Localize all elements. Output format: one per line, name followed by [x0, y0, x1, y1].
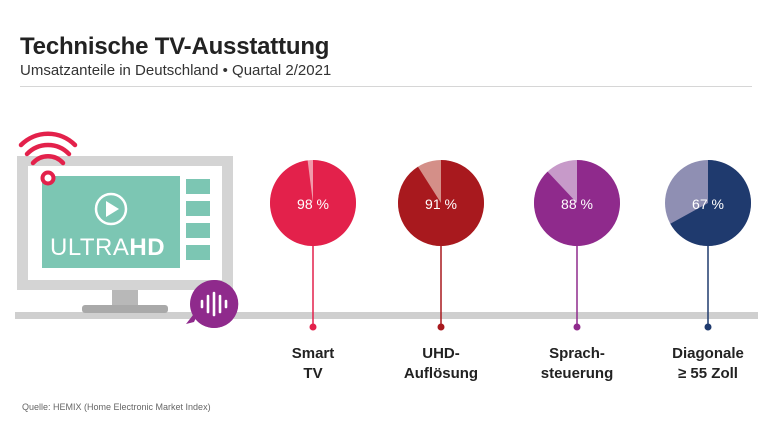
wifi-icon — [18, 131, 78, 186]
baseline-bar — [15, 312, 758, 319]
pie-group: 98 % 91 % 88 % 67 % — [270, 160, 751, 331]
pie-value-label: 98 % — [297, 196, 329, 212]
tv-logo-ultra: ULTRA — [50, 234, 129, 261]
category-label-line: Smart — [291, 345, 335, 362]
pie-value-label: 88 % — [561, 196, 593, 212]
category-label-line: Auflösung — [403, 365, 479, 382]
tv-screen — [42, 176, 180, 268]
pie-slice — [534, 160, 621, 246]
pie-slice — [270, 160, 356, 246]
tv-app-tile — [186, 223, 210, 238]
category-label-line: steuerung — [540, 365, 614, 382]
voice-assistant-icon — [186, 279, 239, 328]
pie-slice — [397, 160, 484, 246]
svg-text:ULTRAHD: ULTRAHD — [50, 234, 165, 261]
category-label-line: UHD- — [422, 345, 460, 362]
category-label-smart-tv: Smart TV — [248, 344, 378, 384]
pie-value-label: 67 % — [692, 196, 724, 212]
category-label-diagonale: Diagonale ≥ 55 Zoll — [643, 344, 770, 384]
header-divider — [20, 86, 752, 87]
tv-logo-hd: HD — [129, 234, 165, 261]
connector-dot — [704, 323, 712, 331]
pie-slice — [670, 160, 751, 246]
source-note: Quelle: HEMIX (Home Electronic Market In… — [22, 402, 211, 412]
pie-value-label: 91 % — [425, 196, 457, 212]
tv-app-tile — [186, 179, 210, 194]
play-icon — [94, 192, 128, 226]
connector-dot — [309, 323, 317, 331]
connector-dot — [437, 323, 445, 331]
chart-title: Technische TV-Ausstattung — [20, 33, 330, 60]
chart-subtitle: Umsatzanteile in Deutschland • Quartal 2… — [20, 62, 332, 79]
category-label-line: Sprach- — [549, 345, 605, 362]
connector-dot — [573, 323, 581, 331]
category-label-sprachsteuerung: Sprach- steuerung — [512, 344, 642, 384]
tv-app-tile — [186, 201, 210, 216]
category-label-line: TV — [303, 365, 323, 382]
tv-app-tile — [186, 245, 210, 260]
category-label-line: Diagonale — [672, 345, 744, 362]
tv-stand-base — [82, 305, 168, 313]
category-label-uhd: UHD- Auflösung — [376, 344, 506, 384]
category-label-line: ≥ 55 Zoll — [678, 365, 738, 382]
